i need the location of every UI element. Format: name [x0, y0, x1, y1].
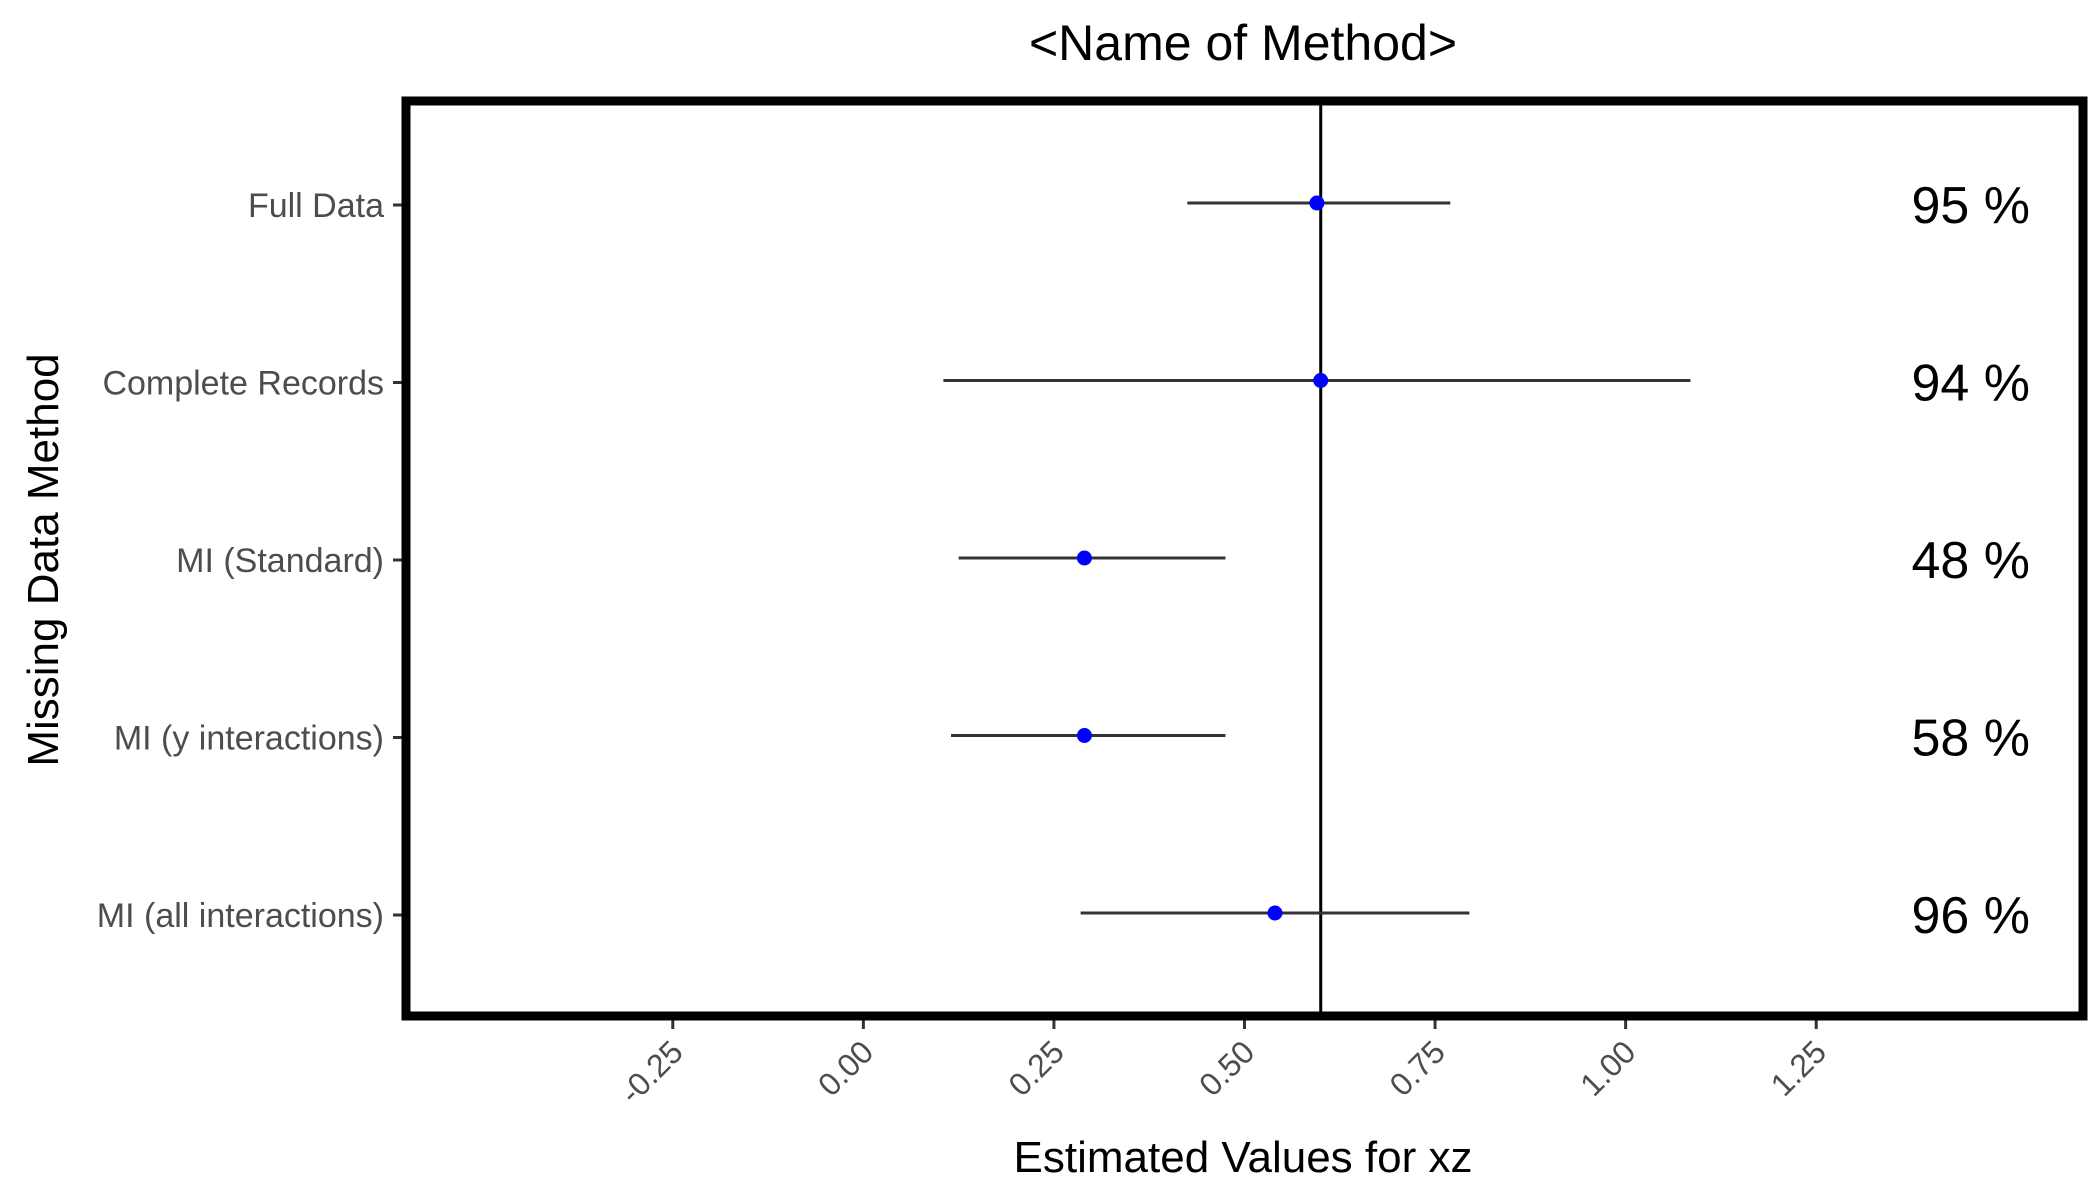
y-tick-label: Complete Records	[102, 365, 384, 403]
y-tick-label: Full Data	[248, 187, 384, 225]
x-tick-label: 1.00	[1573, 1033, 1642, 1102]
x-tick-label: 1.25	[1764, 1033, 1833, 1102]
coverage-label: 95 %	[1911, 177, 2030, 235]
estimate-point	[1076, 550, 1092, 566]
y-tick-label: MI (Standard)	[176, 542, 384, 580]
x-tick-label: 0.75	[1383, 1033, 1452, 1102]
chart-title: <Name of Method>	[1029, 15, 1457, 71]
y-tick-label: MI (y interactions)	[114, 720, 384, 758]
x-tick-label: 0.50	[1192, 1033, 1261, 1102]
coverage-label: 48 %	[1911, 532, 2030, 590]
x-tick-label: -0.25	[613, 1033, 690, 1110]
plot-area: Full Data 95 % Complete Records 94 % MI (Sta…	[97, 96, 2088, 1111]
coverage-label: 96 %	[1911, 887, 2030, 945]
y-tick-label: MI (all interactions)	[97, 897, 384, 935]
x-tick-label: 0.25	[1001, 1033, 1070, 1102]
estimate-point	[1313, 373, 1329, 388]
coverage-label: 58 %	[1911, 710, 2030, 768]
estimate-point	[1267, 905, 1283, 921]
x-axis-title: Estimated Values for xz	[1014, 1133, 1473, 1182]
estimate-point	[1309, 195, 1325, 211]
estimate-point	[1076, 728, 1092, 743]
x-tick-label: 0.00	[811, 1033, 880, 1102]
panel-border	[401, 96, 2088, 1021]
y-axis-title: Missing Data Method	[19, 353, 68, 766]
coverage-label: 94 %	[1911, 355, 2030, 413]
